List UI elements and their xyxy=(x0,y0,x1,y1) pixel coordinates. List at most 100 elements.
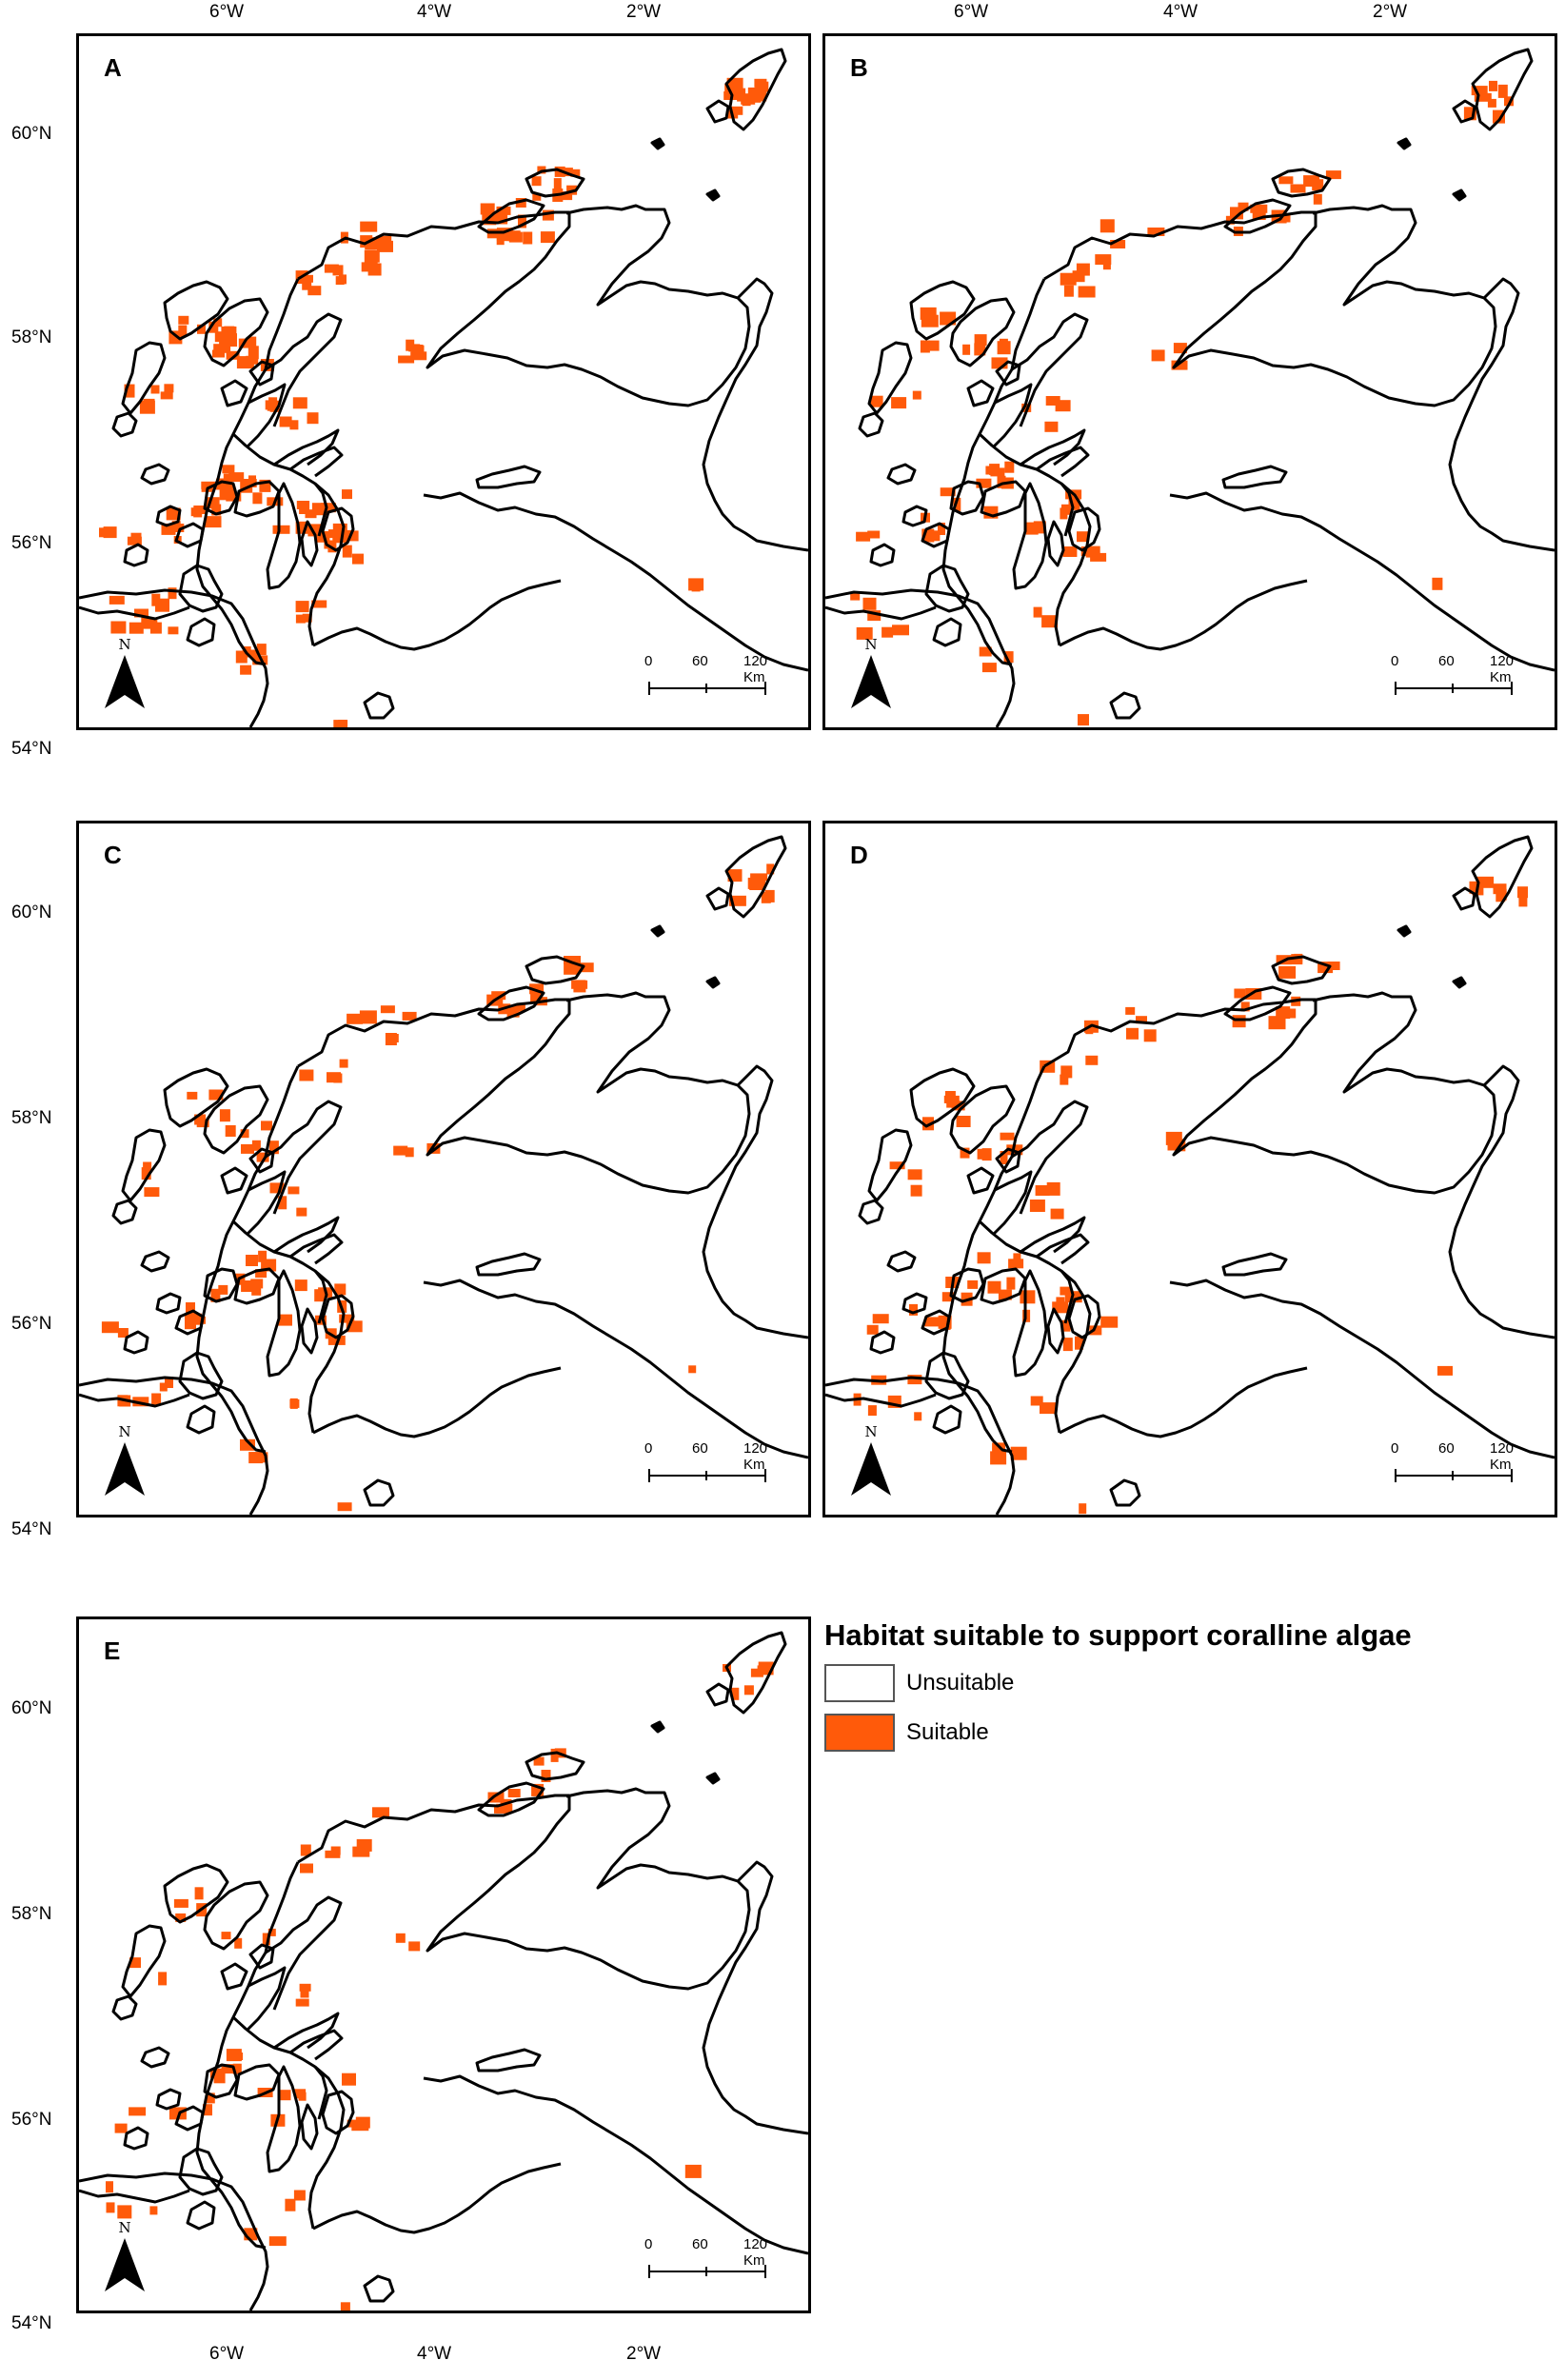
legend-label-unsuitable: Unsuitable xyxy=(906,1670,1015,1696)
lat-label-60n: 60°N xyxy=(11,902,52,922)
suitable-habitat-cell xyxy=(278,1314,292,1326)
suitable-habitat-cell xyxy=(920,307,937,320)
suitable-habitat-cell xyxy=(1025,522,1039,535)
suitable-habitat-cell xyxy=(405,1147,414,1158)
suitable-habitat-cell xyxy=(923,1317,941,1327)
suitable-habitat-cell xyxy=(1089,1325,1102,1336)
suitable-habitat-cell xyxy=(364,249,380,263)
suitable-habitat-cell xyxy=(160,391,173,400)
suitable-habitat-cell xyxy=(413,345,425,354)
suitable-habitat-cell xyxy=(1173,343,1187,354)
suitable-habitat-cell xyxy=(977,1252,991,1264)
suitable-habitat-cell xyxy=(1497,84,1508,98)
suitable-habitat-cell xyxy=(300,1844,311,1856)
suitable-habitat-cell xyxy=(226,350,240,360)
suitable-habitat-cell xyxy=(1280,1008,1297,1019)
suitable-habitat-cell xyxy=(1136,1016,1147,1024)
suitable-habitat-cell xyxy=(1062,546,1078,557)
suitable-habitat-cell xyxy=(946,1100,955,1108)
suitable-habitat-cell xyxy=(132,1397,149,1407)
suitable-habitat-cell xyxy=(1238,202,1249,211)
suitable-habitat-cell xyxy=(755,81,769,92)
lat-label-58n: 58°N xyxy=(11,327,52,347)
suitable-habitat-cell xyxy=(1029,1200,1045,1212)
suitable-habitat-cell xyxy=(226,492,242,502)
suitable-habitat-cell xyxy=(251,1140,261,1151)
suitable-habitat-cell xyxy=(882,626,894,638)
suitable-habitat-cell xyxy=(332,534,348,544)
suitable-habitat-cell xyxy=(570,169,581,177)
suitable-habitat-cell xyxy=(542,209,554,221)
suitable-habitat-cell xyxy=(339,1059,348,1068)
lon-label-2w: 2°W xyxy=(626,2344,662,2364)
suitable-habitat-cell xyxy=(289,1398,298,1409)
suitable-habitat-cell xyxy=(1230,207,1243,220)
north-arrow-icon xyxy=(105,2238,145,2291)
north-arrow-label: N xyxy=(864,636,878,653)
suitable-habitat-cell xyxy=(1072,270,1085,283)
suitable-habitat-cell xyxy=(728,895,746,906)
suitable-habitat-cell xyxy=(1476,876,1495,888)
suitable-habitat-cell xyxy=(1013,1253,1021,1266)
suitable-habitat-cell xyxy=(691,580,701,592)
suitable-habitat-cell xyxy=(557,191,573,201)
suitable-habitat-cell xyxy=(912,390,921,400)
suitable-habitat-cell xyxy=(240,664,252,675)
suitable-habitat-cell xyxy=(109,595,125,605)
suitable-habitat-cell xyxy=(228,472,245,483)
suitable-habitat-cell xyxy=(194,1887,204,1900)
suitable-habitat-cell xyxy=(1060,1286,1072,1296)
suitable-habitat-cell xyxy=(553,178,562,191)
suitable-habitat-cell xyxy=(221,1932,231,1940)
scale-label-60: 60 xyxy=(1438,1440,1455,1457)
suitable-habitat-cell xyxy=(507,1789,521,1797)
suitable-habitat-cell xyxy=(307,412,319,425)
suitable-habitat-cell xyxy=(867,610,882,622)
suitable-habitat-cell xyxy=(1518,896,1528,907)
suitable-habitat-cell xyxy=(1312,179,1324,191)
suitable-habitat-cell xyxy=(1437,1365,1453,1376)
suitable-habitat-cell xyxy=(540,231,555,244)
suitable-habitat-cell xyxy=(117,2205,132,2219)
suitable-habitat-cell xyxy=(907,1169,922,1180)
legend-label-suitable: Suitable xyxy=(906,1719,989,1745)
suitable-habitat-cell xyxy=(360,221,378,232)
suitable-habitat-cell xyxy=(114,2123,128,2133)
suitable-habitat-cell xyxy=(311,600,327,608)
suitable-habitat-cell xyxy=(178,315,189,325)
suitable-habitat-cell xyxy=(241,1143,254,1154)
suitable-habitat-cell xyxy=(219,489,228,501)
north-arrow-icon xyxy=(851,1442,891,1496)
suitable-habitat-cell xyxy=(209,2068,222,2078)
scale-bar: 0 60 120 Km xyxy=(644,1440,772,1488)
suitable-habitat-cell xyxy=(867,1405,877,1417)
suitable-habitat-cell xyxy=(398,355,415,364)
suitable-habitat-cell xyxy=(1143,1029,1157,1042)
suitable-habitat-cell xyxy=(941,1292,954,1302)
scale-label-60: 60 xyxy=(1438,653,1455,669)
suitable-habitat-cell xyxy=(940,487,956,497)
suitable-habitat-cell xyxy=(974,343,986,356)
suitable-habitat-cell xyxy=(208,1089,224,1101)
suitable-habitat-cell xyxy=(320,503,336,513)
suitable-habitat-cell xyxy=(891,397,907,409)
suitable-habitat-cell xyxy=(870,395,883,407)
suitable-habitat-cell xyxy=(1077,531,1089,543)
suitable-habitat-cell xyxy=(197,324,206,334)
suitable-habitat-cell xyxy=(287,1186,300,1195)
suitable-habitat-cell xyxy=(1078,286,1096,298)
panel-label: E xyxy=(104,1636,121,1665)
map-panel-d: D N 0 60 120 Km xyxy=(822,821,1557,1517)
suitable-habitat-cell xyxy=(998,1289,1012,1300)
suitable-habitat-cell xyxy=(356,1838,372,1852)
suitable-habitat-cell xyxy=(332,265,344,276)
suitable-habitat-cell xyxy=(530,992,544,1003)
map-panel-e: E N 0 60 120 Km xyxy=(76,1616,811,2313)
suitable-habitat-cell xyxy=(953,497,961,511)
suitable-habitat-cell xyxy=(518,214,526,228)
scotland-map xyxy=(79,835,808,1515)
north-arrow: N xyxy=(98,2219,151,2295)
suitable-habitat-cell xyxy=(573,980,586,993)
lat-label-60n: 60°N xyxy=(11,124,52,144)
north-arrow: N xyxy=(844,636,898,712)
